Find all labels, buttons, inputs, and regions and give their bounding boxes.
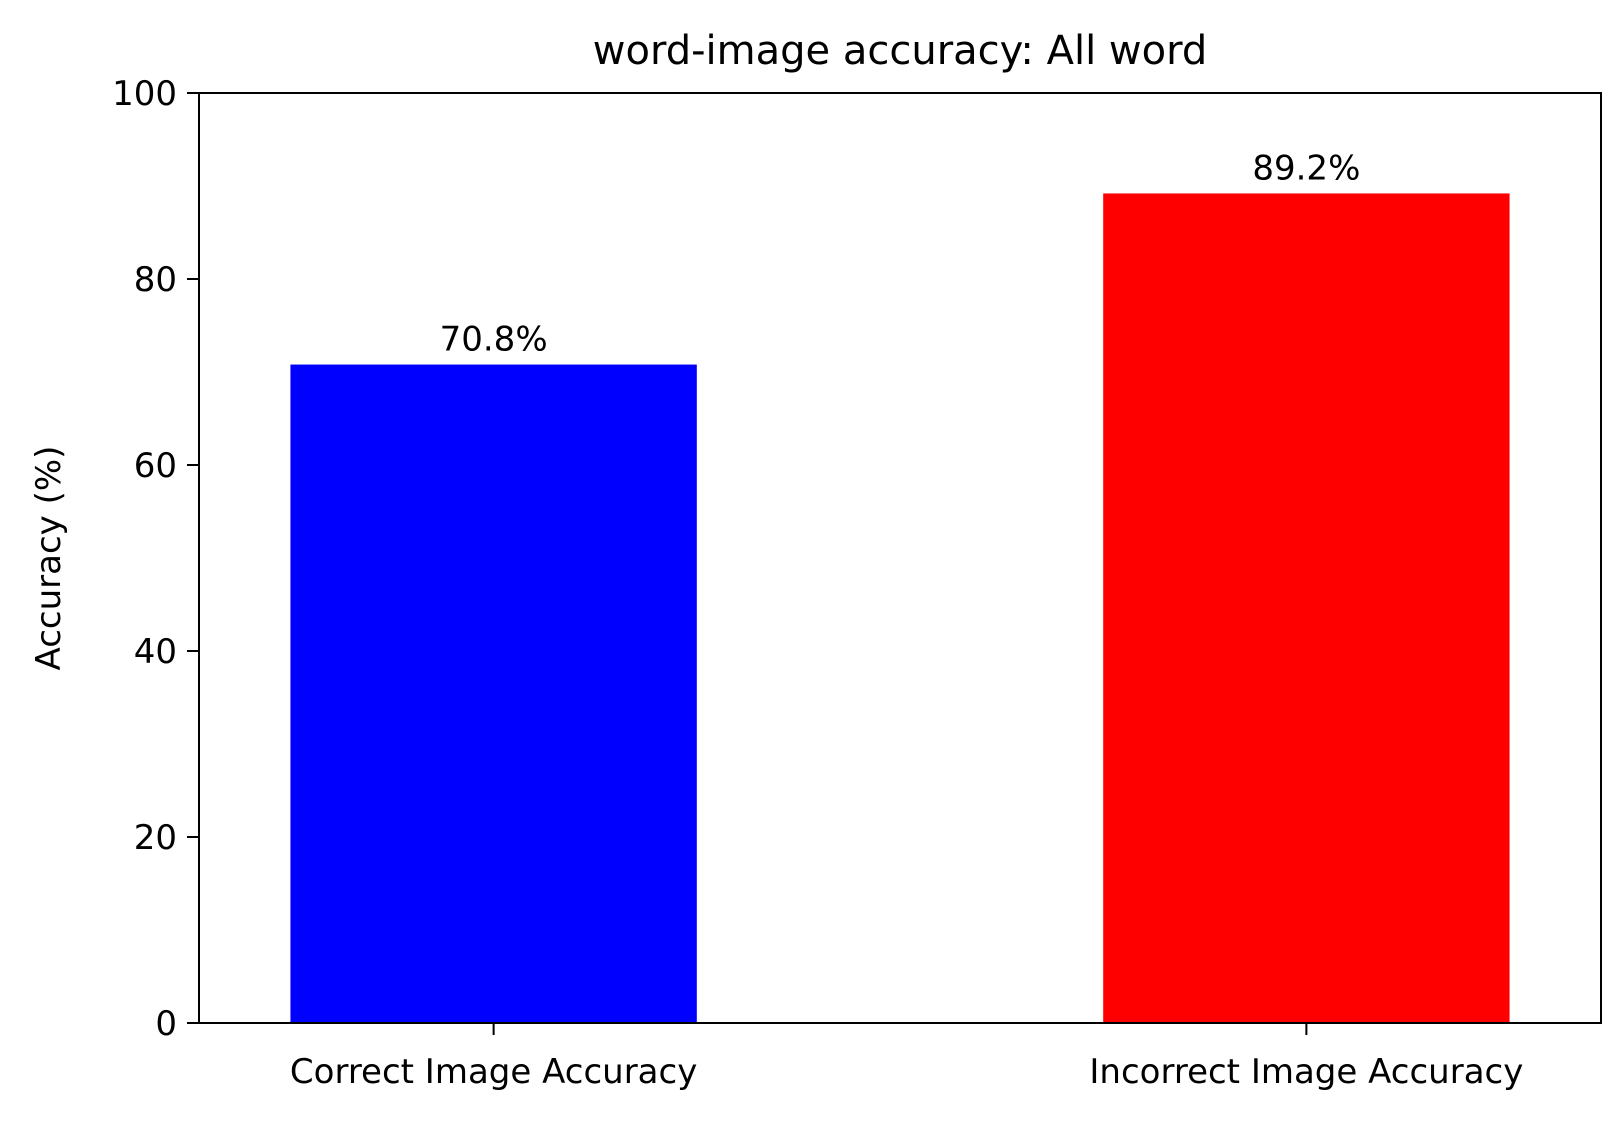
- x-tick-label-2: Incorrect Image Accuracy: [1089, 1052, 1523, 1092]
- bar-value-label-2: 89.2%: [1252, 148, 1360, 188]
- bar-1: [290, 364, 697, 1023]
- y-tick-label-60: 60: [134, 446, 177, 486]
- y-tick-label-80: 80: [134, 260, 177, 300]
- y-axis-label: Accuracy (%): [29, 446, 69, 671]
- x-tick-label-1: Correct Image Accuracy: [290, 1052, 697, 1092]
- y-tick-label-100: 100: [112, 74, 177, 114]
- bar-2: [1103, 193, 1510, 1023]
- plot-area: 70.8% 89.2% 0 20 40 60 80 100 Correct Image Accu…: [112, 74, 1602, 1092]
- y-tick-label-20: 20: [134, 818, 177, 858]
- bar-value-label-1: 70.8%: [440, 320, 548, 360]
- y-tick-label-40: 40: [134, 632, 177, 672]
- y-tick-label-0: 0: [155, 1004, 177, 1044]
- chart-title: word-image accuracy: All word: [593, 28, 1207, 74]
- plot-frame: [198, 92, 1602, 1024]
